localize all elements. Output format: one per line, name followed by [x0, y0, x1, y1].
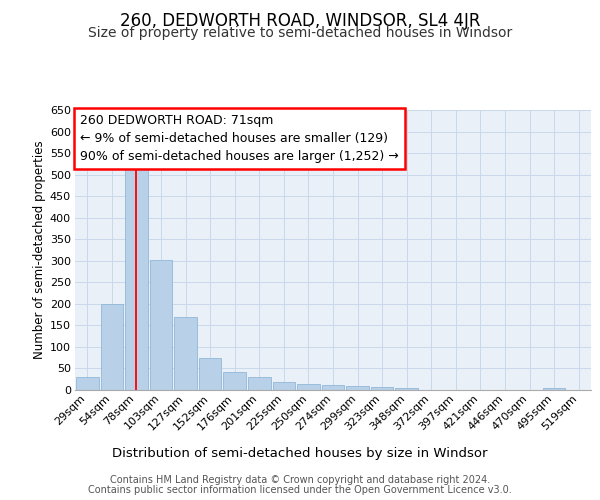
Bar: [125, 158, 148, 390]
Text: 260, DEDWORTH ROAD, WINDSOR, SL4 4JR: 260, DEDWORTH ROAD, WINDSOR, SL4 4JR: [120, 12, 480, 30]
Bar: [395, 388, 418, 390]
Bar: [371, 386, 394, 390]
Bar: [174, 317, 197, 390]
Bar: [76, 377, 98, 390]
Bar: [346, 386, 369, 390]
Bar: [149, 260, 172, 390]
Text: Size of property relative to semi-detached houses in Windsor: Size of property relative to semi-detach…: [88, 26, 512, 40]
Bar: [272, 382, 295, 390]
Text: Contains HM Land Registry data © Crown copyright and database right 2024.: Contains HM Land Registry data © Crown c…: [110, 475, 490, 485]
Bar: [199, 358, 221, 390]
Text: 260 DEDWORTH ROAD: 71sqm
← 9% of semi-detached houses are smaller (129)
90% of s: 260 DEDWORTH ROAD: 71sqm ← 9% of semi-de…: [80, 114, 399, 163]
Bar: [322, 385, 344, 390]
Bar: [297, 384, 320, 390]
Text: Distribution of semi-detached houses by size in Windsor: Distribution of semi-detached houses by …: [112, 448, 488, 460]
Bar: [101, 304, 123, 390]
Bar: [223, 372, 246, 390]
Text: Contains public sector information licensed under the Open Government Licence v3: Contains public sector information licen…: [88, 485, 512, 495]
Bar: [248, 377, 271, 390]
Bar: [543, 388, 565, 390]
Y-axis label: Number of semi-detached properties: Number of semi-detached properties: [32, 140, 46, 360]
